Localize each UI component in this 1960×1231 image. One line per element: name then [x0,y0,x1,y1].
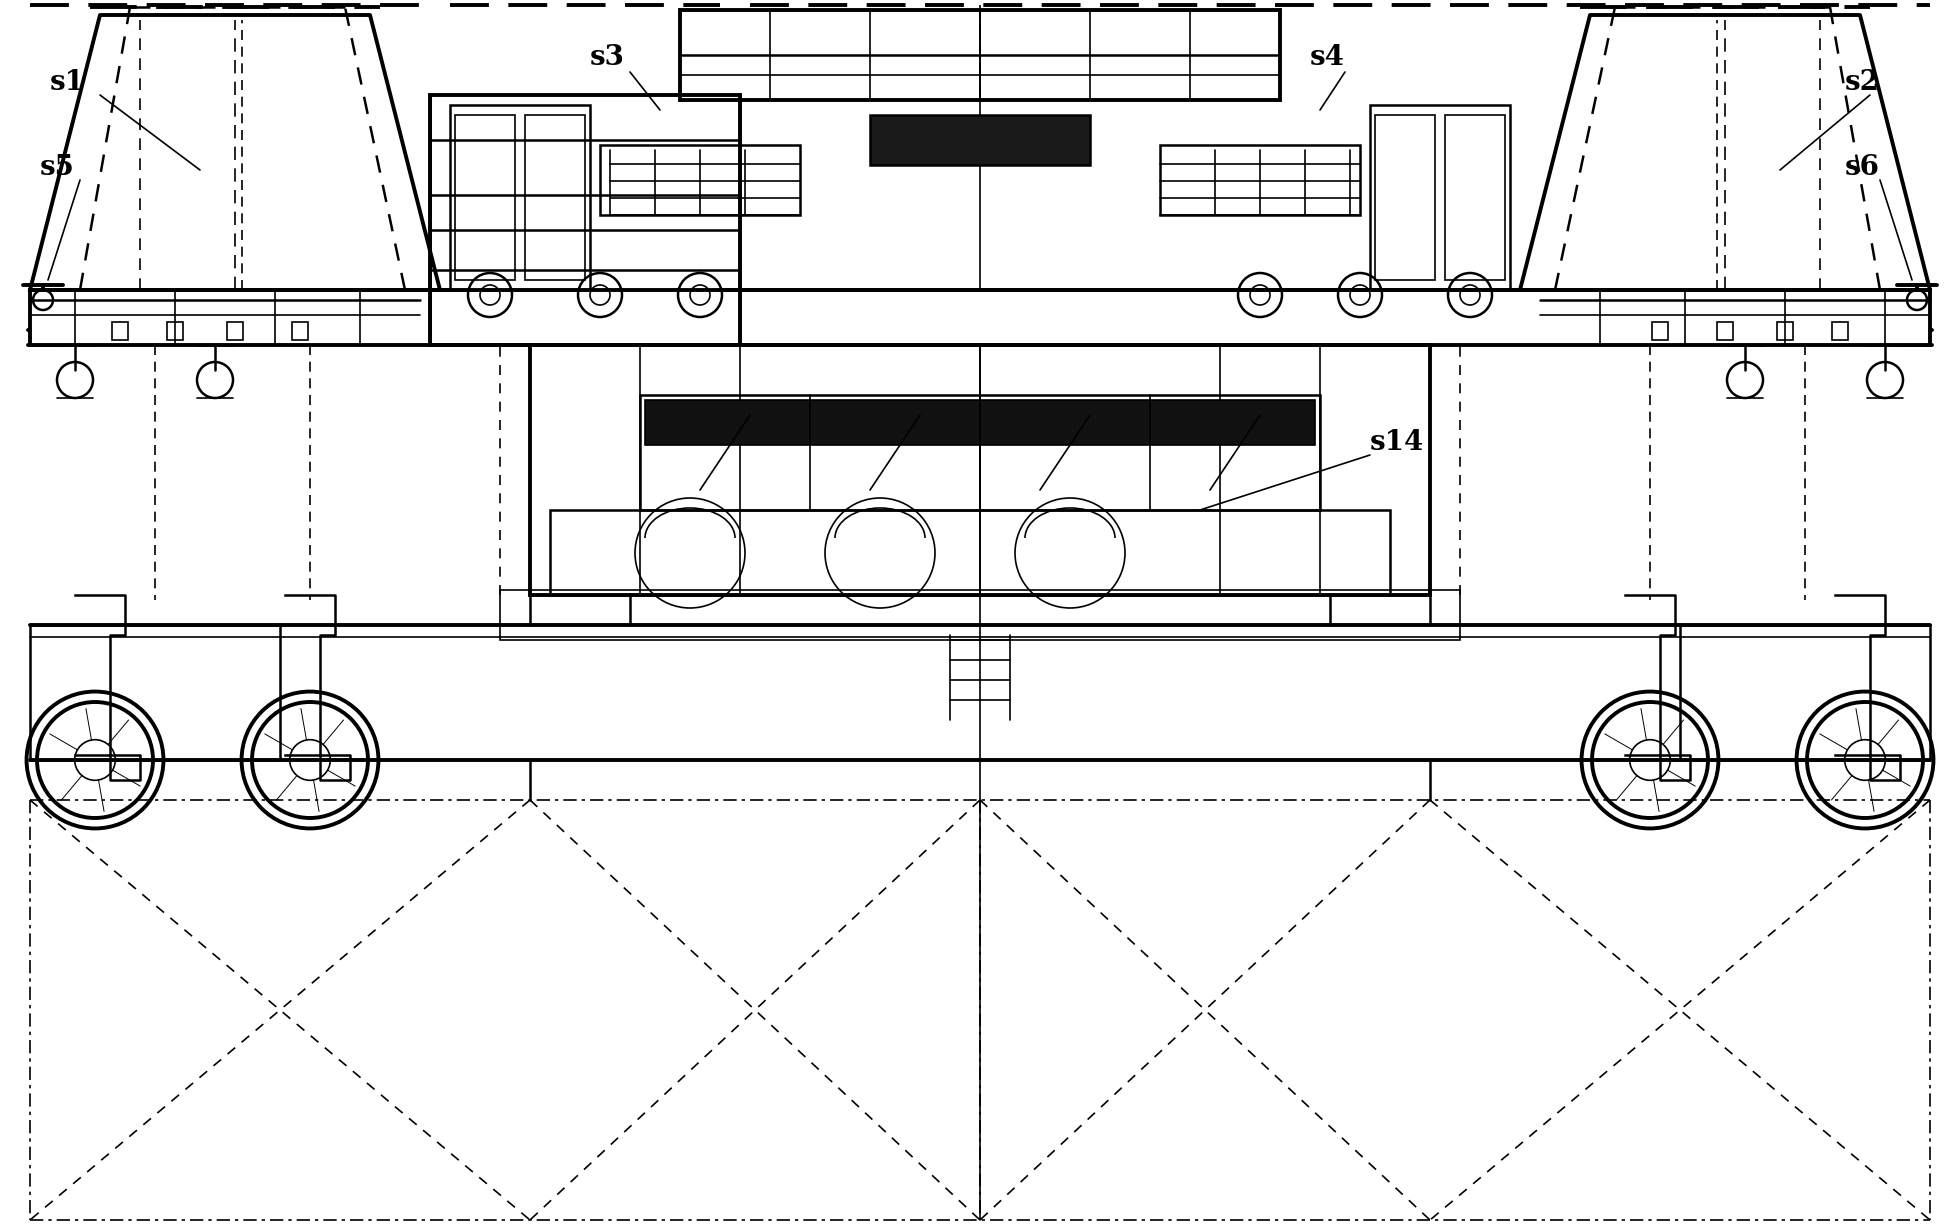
Bar [1652,323,1668,340]
Bar [455,114,515,279]
Bar [29,291,1931,345]
Text: s5: s5 [39,154,74,181]
Text: s14: s14 [1370,428,1425,455]
Bar [292,323,308,340]
Bar [1376,114,1435,279]
Bar [167,323,182,340]
Bar [500,590,1460,640]
Bar [645,400,1315,444]
Text: s1: s1 [51,69,84,96]
Bar [1445,114,1505,279]
Text: s6: s6 [1844,154,1880,181]
Bar [870,114,1090,165]
Bar [29,625,280,760]
Text: s2: s2 [1844,69,1880,96]
Bar [1833,323,1848,340]
Bar [227,323,243,340]
Bar [1680,625,1931,760]
Bar [1778,323,1793,340]
Bar [429,95,741,345]
Bar [112,323,127,340]
Bar [525,114,584,279]
Bar [1160,145,1360,215]
Bar [600,145,800,215]
Bar [451,105,590,291]
Bar [529,345,1431,595]
Text: s4: s4 [1309,44,1345,71]
Bar [680,10,1280,100]
Bar [641,395,1319,510]
Text: s3: s3 [590,44,625,71]
Bar [1717,323,1733,340]
Bar [1370,105,1509,291]
Bar [551,510,1390,595]
